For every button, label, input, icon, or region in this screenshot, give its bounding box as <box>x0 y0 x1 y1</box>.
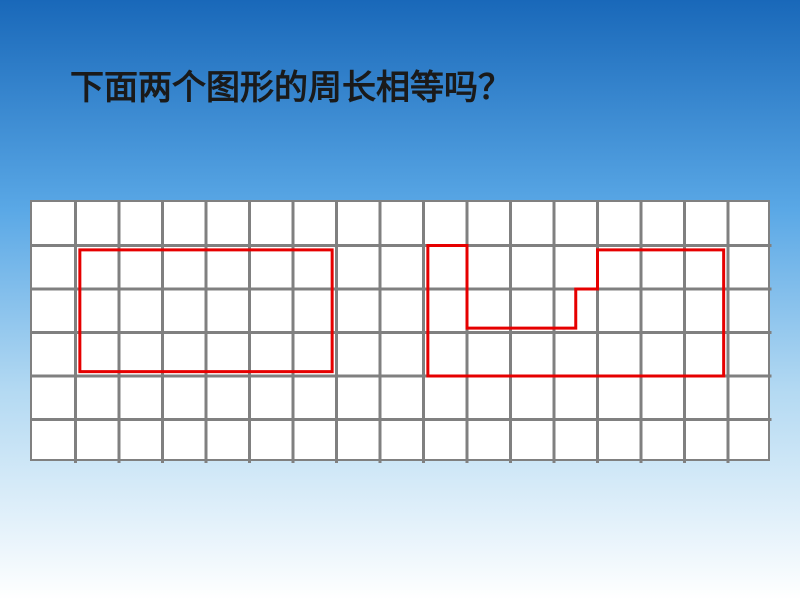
question-title: 下面两个图形的周长相等吗？ <box>70 60 512 109</box>
grid-container <box>30 200 770 461</box>
shape-b <box>428 246 724 377</box>
grid-svg <box>32 202 772 463</box>
